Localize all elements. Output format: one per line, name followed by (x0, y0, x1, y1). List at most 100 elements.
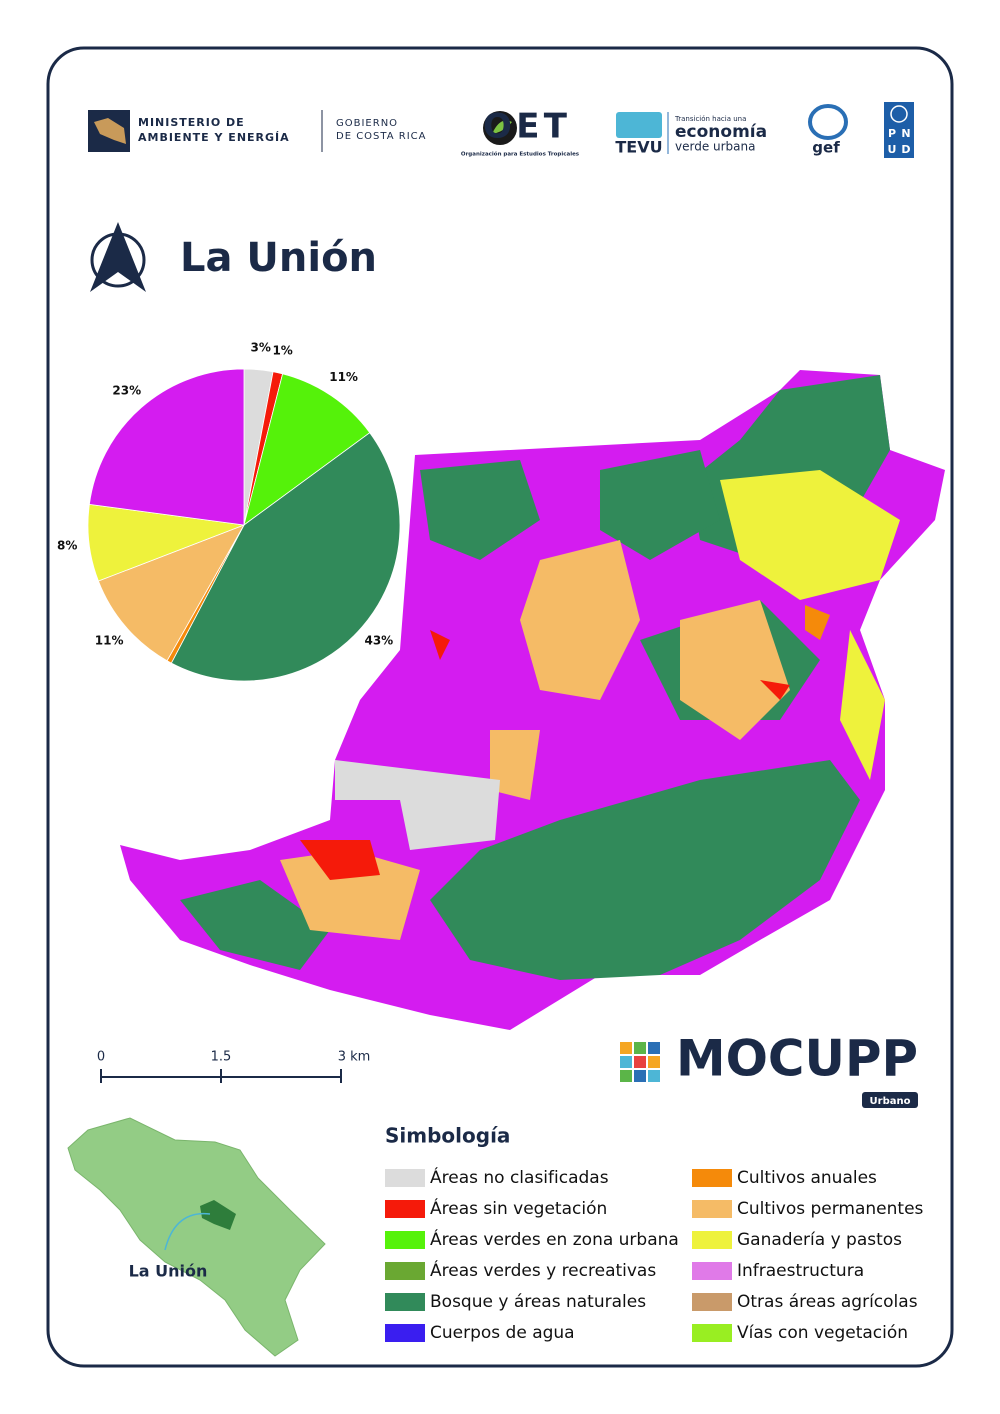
map-area (520, 540, 640, 700)
pie-slice (243, 373, 371, 526)
legend-swatch (692, 1169, 732, 1187)
pie-label: 43% (364, 634, 393, 648)
icon-cell (648, 1070, 660, 1082)
mocupp-icon (620, 1042, 660, 1082)
map-area (280, 850, 420, 940)
legend-swatch (692, 1262, 732, 1280)
inset-highlight (200, 1200, 236, 1230)
inset-pointer (164, 1212, 211, 1251)
map-area (335, 760, 500, 850)
tevu-text: verde urbana (675, 140, 756, 154)
pie-label: 11% (329, 370, 358, 384)
north-arrow (90, 222, 146, 292)
icon-cell (620, 1070, 632, 1082)
legend-swatch (692, 1324, 732, 1342)
scale-label: 0 (97, 1050, 105, 1065)
scale-label: 3 km (338, 1050, 371, 1065)
legend-label: Cuerpos de agua (430, 1323, 575, 1343)
ministry-map (94, 118, 126, 144)
legend-label: Áreas verdes en zona urbana (430, 1228, 679, 1250)
pnud-letter: D (901, 143, 910, 156)
land-cover-map (120, 370, 945, 1030)
map-area (420, 460, 540, 560)
pie-slice (97, 524, 245, 662)
legend-swatch (692, 1293, 732, 1311)
tevu-text: economía (675, 122, 767, 142)
tevu-text: Transición hacia una (674, 115, 746, 123)
brand-tag-bg (862, 1092, 918, 1108)
legend-label: Otras áreas agrícolas (737, 1292, 918, 1312)
pnud-letter: N (901, 127, 910, 140)
legend-swatch (385, 1200, 425, 1218)
ministry-text: MINISTERIO DE (138, 116, 245, 129)
icon-cell (648, 1056, 660, 1068)
map-area (720, 470, 900, 600)
pie-chart: 3% 1% 11% 43% 11% 8% 23% (57, 340, 401, 682)
map-area (180, 880, 330, 970)
tevu-logo: TEVU (615, 138, 662, 157)
north-ring (90, 232, 146, 288)
icon-cell (634, 1070, 646, 1082)
inset-map (67, 1117, 326, 1357)
map-area (300, 840, 380, 880)
ots-leaf (492, 120, 512, 134)
map-area (490, 730, 540, 800)
title: La Unión (180, 235, 377, 281)
icon-cell (620, 1056, 632, 1068)
tevu-icon (616, 112, 662, 138)
pnud-letter: U (888, 143, 897, 156)
inset-label: La Unión (129, 1262, 208, 1281)
pie-label: 8% (57, 538, 77, 552)
gov-text: DE COSTA RICA (336, 131, 426, 142)
pnud-letter: P (888, 127, 896, 140)
icon-cell (634, 1042, 646, 1054)
legend-label: Infraestructura (737, 1261, 864, 1281)
pie-label: 23% (112, 384, 141, 398)
legend-swatch (385, 1169, 425, 1187)
gef-ring (808, 104, 848, 140)
legend-label: Ganadería y pastos (737, 1230, 902, 1250)
brand-tag: Urbano (870, 1096, 911, 1107)
map-area (805, 605, 830, 640)
pie-slice (170, 432, 401, 682)
legend-label: Bosque y áreas naturales (430, 1292, 646, 1312)
legend-swatch (385, 1262, 425, 1280)
pnud-block (884, 102, 914, 158)
pie-label: 3% (250, 340, 270, 354)
map-area (430, 760, 860, 980)
map-area (600, 450, 720, 560)
icon-cell (620, 1042, 632, 1054)
legend-swatch (385, 1293, 425, 1311)
icon-cell (648, 1042, 660, 1054)
legend-label: Cultivos anuales (737, 1168, 877, 1188)
scale-label: 1.5 (211, 1050, 232, 1065)
legend-swatch (692, 1200, 732, 1218)
legend: Áreas no clasificadas Áreas sin vegetació… (385, 1166, 924, 1343)
legend-label: Áreas sin vegetación (430, 1197, 607, 1219)
legend-label: Áreas no clasificadas (430, 1166, 609, 1188)
map-area (680, 600, 790, 740)
legend-label: Cultivos permanentes (737, 1199, 924, 1219)
ots-logo: OET (483, 107, 568, 147)
map-area (760, 680, 790, 700)
legend-swatch (692, 1231, 732, 1249)
icon-cell (634, 1056, 646, 1068)
pie-label: 1% (272, 344, 292, 358)
gef-logo: gef (812, 139, 840, 157)
map-area (840, 630, 885, 780)
un-emblem (890, 105, 908, 123)
ministry-text: AMBIENTE Y ENERGÍA (138, 131, 290, 144)
frame (46, 46, 954, 1368)
map-area (430, 630, 450, 660)
ots-name: Organización para Estudios Tropicales (461, 151, 580, 158)
legend-title: Simbología (385, 1124, 510, 1148)
pie-label: 11% (95, 634, 124, 648)
legend-label: Vías con vegetación (737, 1323, 908, 1343)
brand-name: MOCUPP (676, 1030, 918, 1088)
legend-swatch (385, 1231, 425, 1249)
gov-text: GOBIERNO (336, 118, 398, 129)
legend-label: Áreas verdes y recreativas (430, 1259, 656, 1281)
legend-swatch (385, 1324, 425, 1342)
